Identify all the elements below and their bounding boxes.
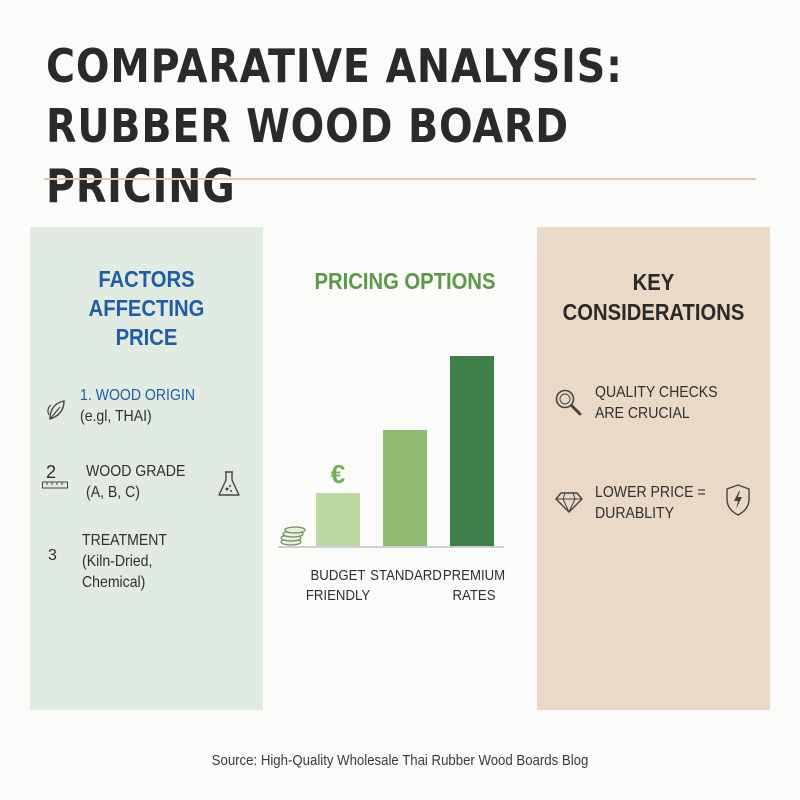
shield-lightning-icon [724,483,752,522]
leaf-icon [46,397,68,428]
title-line-2: RUBBER WOOD BOARD PRICING [46,99,569,213]
factor-treatment-number: 3 [48,547,57,564]
bar-label-premium-line-1: PREMIUM [442,567,506,584]
consideration-price-line-2: DURABLITY [595,505,675,522]
factor-treatment-label: TREATMENT [82,532,168,549]
consideration-price-line-1: LOWER PRICE = [595,484,706,501]
consideration-quality-line-2: ARE CRUCIAL [595,405,690,422]
bar-label-premium: PREMIUM RATES [432,566,516,606]
bar-premium [450,356,494,546]
coins-icon [279,522,309,551]
factors-panel: FACTORS AFFECTING PRICE 1. WOOD ORIGIN (… [30,227,263,710]
factor-treatment-detail-2: Chemical) [82,574,146,591]
factor-origin-detail: (e.gl, THAI) [80,408,152,425]
considerations-panel: KEY CONSIDERATIONS QUALITY CHECKS ARE CR… [537,227,770,710]
bar-label-standard-line-1: STANDARD [370,567,442,584]
factor-grade-label: WOOD GRADE [86,463,186,480]
euro-icon: € [330,459,346,489]
factor-treatment-detail: (Kiln-Dried, [82,553,153,570]
consideration-price: LOWER PRICE = DURABLITY [595,482,721,524]
bar-label-budget: BUDGET FRIENDLY [296,566,380,606]
factor-item-origin: 1. WOOD ORIGIN (e.gl, THAI) [80,385,211,427]
flask-icon [216,469,242,504]
consideration-quality-line-1: QUALITY CHECKS [595,384,718,401]
page-title: COMPARATIVE ANALYSIS: RUBBER WOOD BOARD … [46,36,665,216]
factor-origin-label: WOOD ORIGIN [95,387,196,404]
chart-baseline [278,546,504,548]
factors-heading-line-2: AFFECTING [88,295,205,321]
factor-grade-number: 2 [46,462,57,482]
considerations-heading-line-2: CONSIDERATIONS [562,299,745,325]
factor-item-treatment: TREATMENT (Kiln-Dried, Chemical) [82,530,179,593]
factors-heading-line-1: FACTORS [98,266,195,292]
factor-item-grade: WOOD GRADE (A, B, C) [86,461,199,503]
bar-label-standard: STANDARD [364,566,448,586]
considerations-heading: KEY CONSIDERATIONS [537,267,770,327]
bar-label-budget-line-1: BUDGET [310,567,366,584]
bar-standard [383,430,427,546]
ruler-icon: 2 [42,463,68,489]
bar-label-premium-line-2: RATES [452,587,496,604]
source-text: Source: High-Quality Wholesale Thai Rubb… [211,752,589,769]
consideration-quality: QUALITY CHECKS ARE CRUCIAL [595,382,734,424]
factors-heading: FACTORS AFFECTING PRICE [30,265,263,352]
title-divider [44,178,756,180]
considerations-heading-line-1: KEY [632,269,675,295]
factors-heading-line-3: PRICE [115,324,178,350]
pricing-heading: PRICING OPTIONS [300,266,510,296]
bar-label-budget-line-2: FRIENDLY [305,587,371,604]
diamond-icon [555,491,583,518]
magnifier-icon [553,387,583,422]
factor-origin-title: 1. WOOD ORIGIN [80,385,195,406]
factor-grade-detail: (A, B, C) [86,484,140,501]
bar-budget [316,493,360,546]
factor-origin-number: 1. [80,387,92,404]
pricing-heading-text: PRICING OPTIONS [314,268,496,294]
title-line-1: COMPARATIVE ANALYSIS: [46,39,623,93]
source-note: Source: High-Quality Wholesale Thai Rubb… [0,752,800,769]
